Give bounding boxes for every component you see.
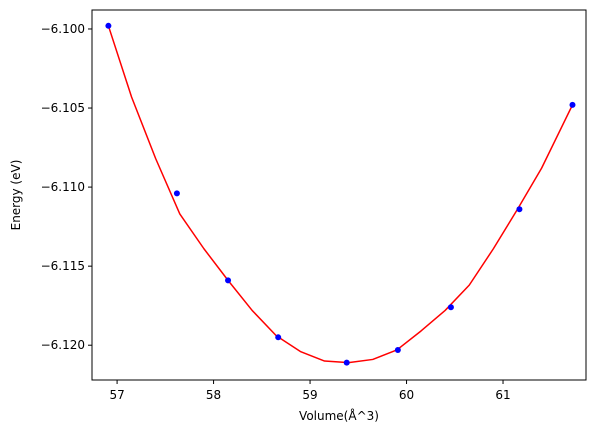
data-point bbox=[275, 334, 282, 341]
data-point bbox=[173, 190, 180, 197]
data-point bbox=[516, 206, 523, 213]
x-tick-label: 57 bbox=[109, 388, 124, 402]
fit-curve-line bbox=[107, 25, 574, 364]
data-points-layer bbox=[105, 22, 576, 366]
y-tick-label: −6.115 bbox=[41, 259, 85, 273]
y-tick-label: −6.120 bbox=[41, 338, 85, 352]
y-axis-label: Energy (eV) bbox=[9, 160, 23, 231]
y-tick-label: −6.100 bbox=[41, 22, 85, 36]
data-point bbox=[394, 346, 401, 353]
x-axis-label: Volume(Å^3) bbox=[299, 408, 379, 423]
data-point bbox=[569, 101, 576, 108]
data-point bbox=[105, 22, 112, 29]
y-axis-ticks: −6.100 −6.105 −6.110 −6.115 −6.120 bbox=[41, 22, 92, 352]
plot-area-background bbox=[92, 10, 586, 380]
data-point bbox=[343, 359, 350, 366]
y-tick-label: −6.105 bbox=[41, 101, 85, 115]
data-point bbox=[447, 304, 454, 311]
x-tick-label: 60 bbox=[399, 388, 414, 402]
x-axis-ticks: 57 58 59 60 61 bbox=[109, 380, 511, 402]
x-tick-label: 59 bbox=[302, 388, 317, 402]
x-tick-label: 61 bbox=[495, 388, 510, 402]
data-point bbox=[225, 277, 232, 284]
fit-curve-layer bbox=[107, 25, 574, 364]
y-tick-label: −6.110 bbox=[41, 180, 85, 194]
x-tick-label: 58 bbox=[206, 388, 221, 402]
plot-frame bbox=[91, 9, 587, 381]
